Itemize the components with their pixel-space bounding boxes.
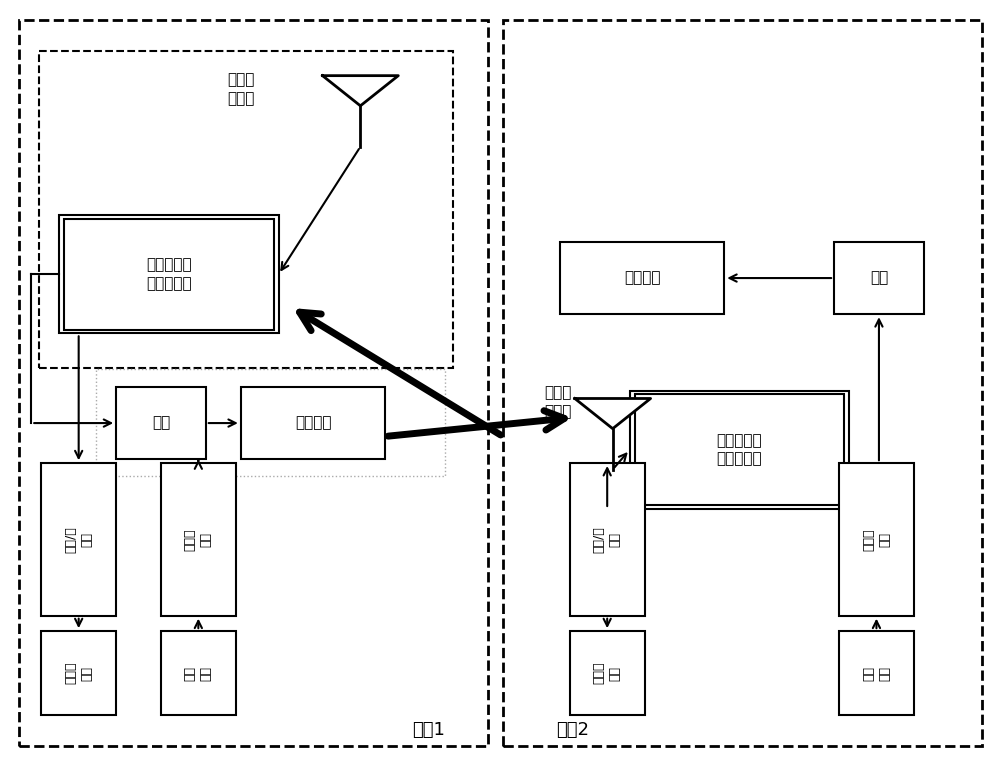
Bar	[635, 394, 844, 505]
Text: 卫星1: 卫星1	[412, 722, 445, 739]
Bar	[560, 242, 724, 314]
Text: 调制: 调制	[152, 416, 170, 430]
Text: 信息
信号: 信息 信号	[184, 666, 213, 680]
Text: 太赫兹量子
电子学探测: 太赫兹量子 电子学探测	[717, 433, 762, 466]
Bar	[839, 463, 914, 616]
Bar	[116, 387, 206, 460]
Bar	[161, 463, 236, 616]
Text: 调制: 调制	[870, 270, 888, 286]
Text: 太赫兹量子
电子学探测: 太赫兹量子 电子学探测	[146, 257, 192, 291]
Text: 卫星2: 卫星2	[556, 722, 589, 739]
Text: 太赫兹源: 太赫兹源	[295, 416, 331, 430]
Text: 压缩编
码器: 压缩编 码器	[862, 529, 891, 551]
Text: 信息
信号: 信息 信号	[862, 666, 891, 680]
Bar	[241, 387, 385, 460]
Bar	[19, 21, 488, 745]
Text: 编译/解
码器: 编译/解 码器	[593, 526, 622, 553]
Bar	[96, 369, 445, 476]
Text: 太赫兹
天线阵: 太赫兹 天线阵	[227, 72, 254, 106]
Polygon shape	[322, 76, 398, 106]
Text: 压缩编
码器: 压缩编 码器	[184, 529, 213, 551]
Bar	[39, 51, 453, 368]
Bar	[570, 463, 645, 616]
Text: 信息处
理机: 信息处 理机	[64, 662, 93, 684]
Bar	[630, 391, 849, 509]
Polygon shape	[575, 398, 651, 429]
Bar	[570, 631, 645, 715]
Bar	[834, 242, 924, 314]
Text: 太赫兹
天线阵: 太赫兹 天线阵	[544, 385, 572, 419]
Bar	[503, 21, 982, 745]
Bar	[161, 631, 236, 715]
Text: 编译/解
码器: 编译/解 码器	[64, 526, 93, 553]
Bar	[839, 631, 914, 715]
Bar	[41, 631, 116, 715]
Text: 信息处
理机: 信息处 理机	[593, 662, 622, 684]
Text: 太赫兹源: 太赫兹源	[624, 270, 660, 286]
Bar	[41, 463, 116, 616]
Bar	[64, 219, 274, 329]
Bar	[59, 215, 279, 333]
